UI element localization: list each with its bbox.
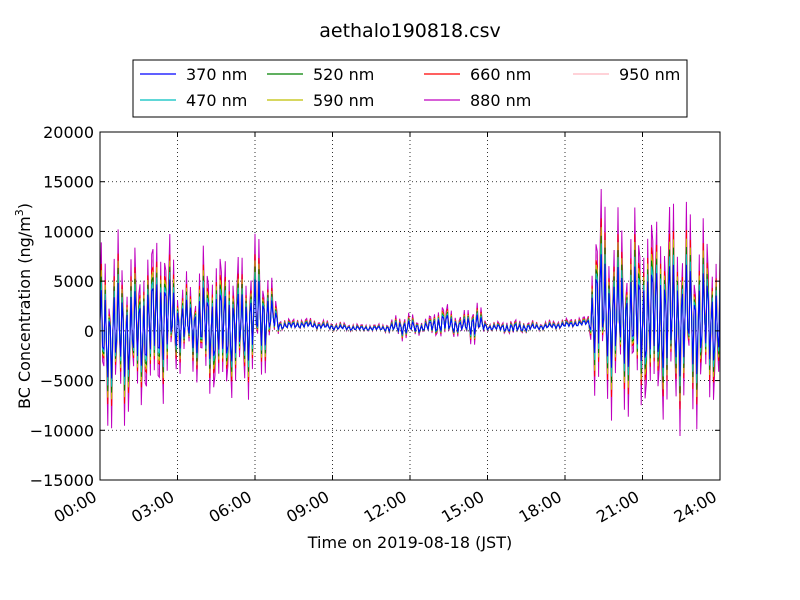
y-tick-label: 5000: [53, 272, 94, 291]
y-axis-label-superscript: 3: [13, 209, 26, 216]
legend-frame: [132, 59, 688, 118]
y-tick-label: −5000: [40, 372, 94, 391]
y-tick-label: 0: [84, 322, 94, 341]
y-axis-label: BC Concentration (ng/m3): [13, 203, 34, 409]
legend-label: 590 nm: [313, 91, 374, 110]
legend-label: 470 nm: [186, 91, 247, 110]
legend-label: 660 nm: [470, 65, 531, 84]
y-tick-label: −10000: [30, 421, 94, 440]
y-tick-label: 20000: [43, 123, 94, 142]
y-tick-label: 10000: [43, 222, 94, 241]
legend-label: 520 nm: [313, 65, 374, 84]
legend-label: 880 nm: [470, 91, 531, 110]
legend-label: 950 nm: [619, 65, 680, 84]
series-line-370-nm: [99, 254, 721, 379]
legend: 370 nm 470 nm 520 nm 590 nm 660 nm 880 nm 950 …: [132, 59, 688, 118]
legend-label: 370 nm: [186, 65, 247, 84]
y-tick-label: 15000: [43, 173, 94, 192]
plot-area: [99, 188, 721, 437]
y-axis-label-close: ): [15, 203, 34, 209]
y-tick-label: −15000: [30, 471, 94, 490]
chart-title: aethalo190818.csv: [319, 20, 501, 42]
y-axis-label-main: BC Concentration (ng/m: [15, 216, 34, 409]
x-axis-label: Time on 2019-08-18 (JST): [307, 533, 512, 552]
